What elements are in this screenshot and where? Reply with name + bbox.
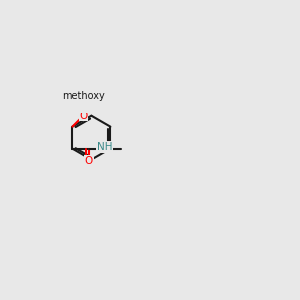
Text: O: O: [79, 111, 88, 121]
Text: methoxy: methoxy: [62, 91, 105, 112]
Text: O: O: [84, 156, 93, 166]
Text: NH: NH: [97, 142, 112, 152]
